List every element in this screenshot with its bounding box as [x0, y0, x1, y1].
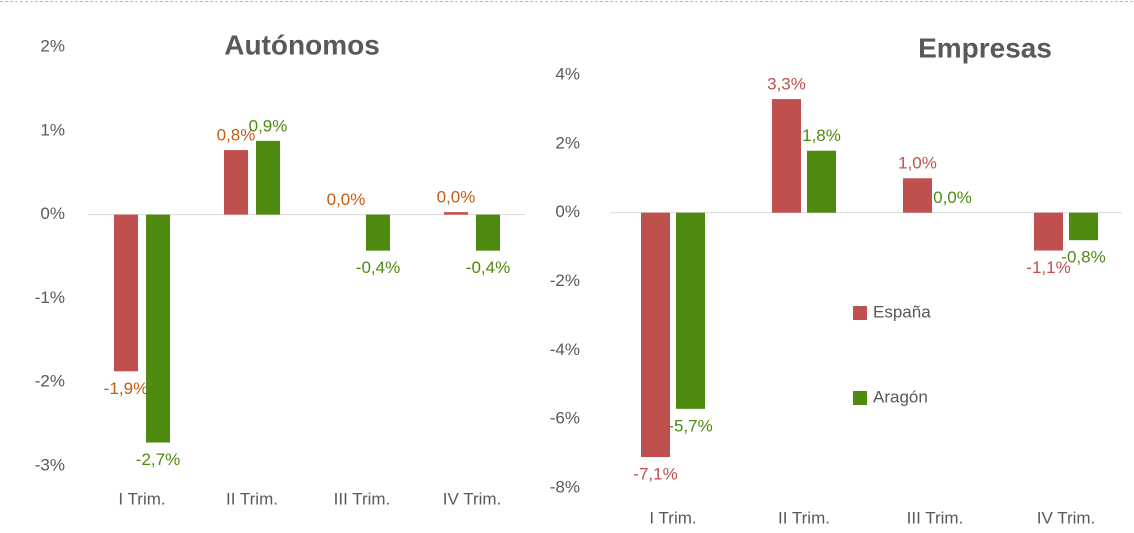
y-tick-label: -2% — [550, 271, 580, 290]
x-tick-label: II Trim. — [778, 508, 830, 527]
bar — [903, 178, 932, 213]
y-tick-label: 2% — [40, 36, 65, 55]
x-tick-label: I Trim. — [118, 489, 165, 508]
data-label: 1,0% — [898, 154, 937, 173]
bar — [772, 99, 801, 213]
data-label: -5,7% — [668, 416, 712, 435]
bar — [807, 150, 836, 213]
bar — [224, 150, 248, 215]
y-tick-label: -1% — [35, 288, 65, 307]
y-tick-label: 1% — [40, 120, 65, 139]
x-tick-label: IV Trim. — [1037, 508, 1096, 527]
data-label: -0,4% — [466, 258, 510, 277]
bar — [146, 214, 170, 443]
y-tick-label: -3% — [35, 455, 65, 474]
legend-swatch — [853, 391, 867, 405]
y-tick-label: -4% — [550, 340, 580, 359]
x-tick-label: II Trim. — [226, 489, 278, 508]
bar — [641, 212, 670, 458]
bar — [676, 212, 705, 409]
data-label: 0,0% — [437, 188, 476, 207]
data-label: -0,4% — [356, 258, 400, 277]
y-tick-label: 2% — [555, 133, 580, 152]
bar — [1034, 212, 1063, 251]
bar — [1069, 212, 1098, 241]
data-label: -1,1% — [1026, 258, 1070, 277]
data-label: -7,1% — [633, 465, 677, 484]
y-tick-label: -8% — [550, 477, 580, 496]
chart-title: Autónomos — [224, 29, 380, 60]
data-label: -2,7% — [136, 450, 180, 469]
bar — [256, 140, 280, 215]
y-tick-label: 0% — [40, 204, 65, 223]
y-tick-label: 4% — [555, 64, 580, 83]
data-label: 0,0% — [933, 188, 972, 207]
legend-label: España — [873, 302, 931, 321]
data-label: -1,9% — [104, 379, 148, 398]
data-label: 3,3% — [767, 75, 806, 94]
y-tick-label: -6% — [550, 409, 580, 428]
y-tick-label: -2% — [35, 372, 65, 391]
data-label: 1,8% — [802, 126, 841, 145]
data-label: -0,8% — [1061, 248, 1105, 267]
data-label: 0,9% — [249, 116, 288, 135]
bar — [114, 214, 138, 372]
bar — [444, 212, 468, 215]
x-tick-label: III Trim. — [907, 508, 964, 527]
x-tick-label: IV Trim. — [443, 489, 502, 508]
x-tick-label: I Trim. — [649, 508, 696, 527]
bar — [366, 214, 390, 251]
y-tick-label: 0% — [555, 202, 580, 221]
bar — [476, 214, 500, 251]
chart-title: Empresas — [918, 32, 1052, 63]
legend-label: Aragón — [873, 387, 928, 406]
data-label: 0,8% — [217, 126, 256, 145]
legend-swatch — [853, 306, 867, 320]
x-tick-label: III Trim. — [334, 489, 391, 508]
data-label: 0,0% — [327, 190, 366, 209]
